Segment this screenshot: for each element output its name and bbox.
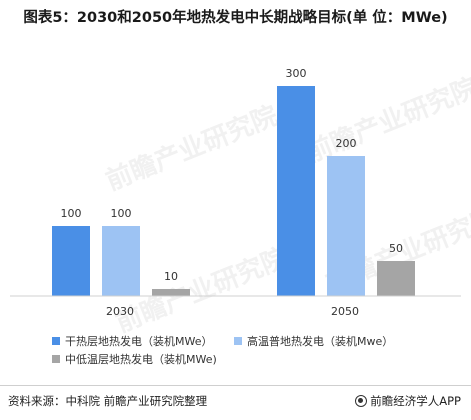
data-label-2050-series-2: 200	[336, 137, 357, 150]
chart-title: 图表5：2030和2050年地热发电中长期战略目标(单 位：MWe)	[23, 10, 448, 26]
legend-label-1: 干热层地热发电（装机MWe）	[65, 335, 213, 348]
bar-2050-series-1	[277, 86, 315, 296]
bar-2050-series-3	[377, 261, 415, 296]
source-note: 资料来源：中科院 前瞻产业研究院整理	[8, 394, 208, 408]
x-tick-label-2050: 2050	[331, 305, 359, 318]
legend-swatch-2	[234, 337, 242, 345]
data-label-2050-series-3: 50	[389, 242, 403, 255]
legend-swatch-3	[52, 355, 60, 363]
legend-swatch-1	[52, 337, 60, 345]
data-label-2030-series-3: 10	[164, 270, 178, 283]
brand-text: 前瞻经济学人APP	[370, 394, 461, 408]
x-tick-label-2030: 2030	[106, 305, 134, 318]
data-label-2030-series-2: 100	[111, 207, 132, 220]
legend-item-series-1: 干热层地热发电（装机MWe）	[52, 333, 213, 349]
bar-2030-series-1	[52, 226, 90, 296]
legend-label-2: 高温普地热发电（装机Mwe）	[247, 335, 394, 348]
legend-item-series-3: 中低温层地热发电（装机MWe)	[52, 351, 217, 367]
brand-logo-icon	[355, 395, 368, 407]
legend-label-3: 中低温层地热发电（装机MWe)	[65, 353, 217, 366]
legend-item-series-2: 高温普地热发电（装机Mwe）	[234, 333, 393, 349]
bar-2030-series-2	[102, 226, 140, 296]
data-label-2050-series-1: 300	[286, 67, 307, 80]
footer-divider	[0, 385, 471, 386]
data-label-2030-series-1: 100	[61, 207, 82, 220]
bar-chart: 100 100 10 300 200 50 2030 2050	[10, 67, 461, 318]
brand-label: 前瞻经济学人APP	[355, 393, 461, 409]
bar-2050-series-2	[327, 156, 365, 296]
bar-2030-series-3	[152, 289, 190, 296]
